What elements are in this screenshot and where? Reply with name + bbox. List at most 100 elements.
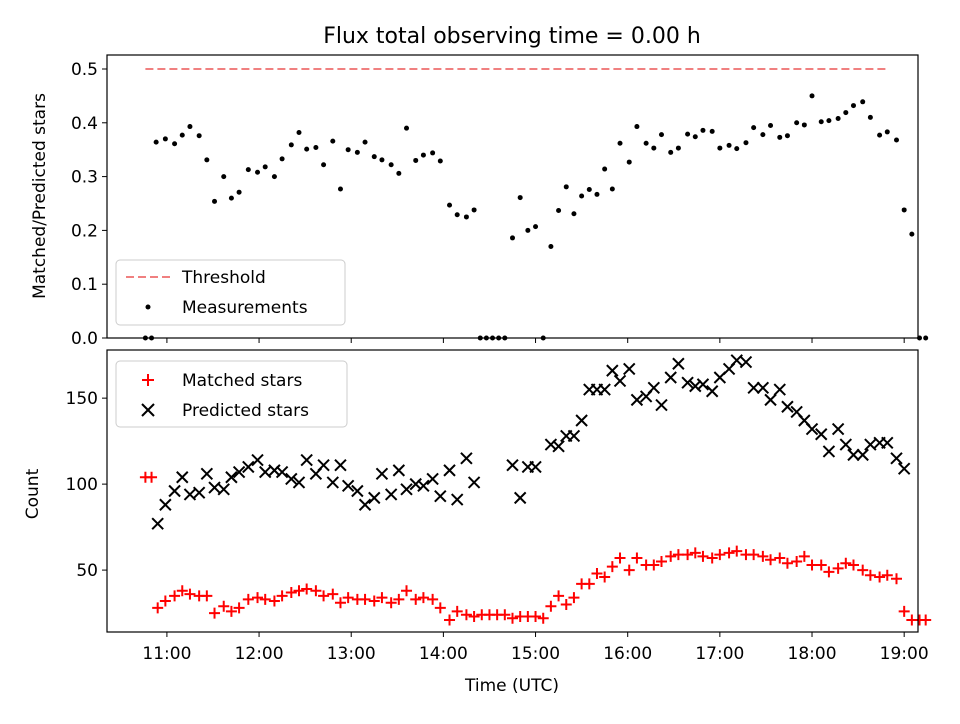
predicted-star-point: [242, 460, 255, 474]
matched-star-point: [327, 588, 339, 600]
matched-star-point: [840, 557, 852, 569]
matched-star-point: [268, 595, 280, 607]
legend-matched-label: Matched stars: [182, 371, 302, 391]
measurement-point: [692, 134, 698, 140]
matched-star-point: [233, 602, 245, 614]
predicted-star-point: [606, 364, 619, 377]
matched-star-point: [631, 552, 643, 564]
measurement-point: [454, 212, 460, 218]
measurement-point: [271, 174, 277, 180]
predicted-star-point: [856, 448, 869, 462]
predicted-star-point: [756, 381, 770, 395]
matched-star-point: [765, 554, 777, 566]
measurement-point: [556, 207, 562, 213]
matched-star-point: [672, 549, 684, 561]
measurement-point: [717, 145, 723, 151]
measurement-point: [371, 154, 377, 160]
matched-star-point: [815, 559, 827, 571]
predicted-star-point: [358, 498, 372, 511]
predicted-star-point: [839, 438, 853, 451]
x-tick-label: 16:00: [603, 644, 652, 664]
predicted-star-point: [881, 436, 894, 450]
measurement-point: [901, 207, 907, 213]
matched-star-point: [781, 557, 793, 569]
measurement-point: [525, 227, 531, 233]
matched-star-point: [242, 593, 254, 605]
measurement-point: [396, 170, 402, 176]
matched-star-point: [665, 550, 677, 562]
measurement-point: [700, 127, 706, 133]
measurement-point: [794, 120, 800, 126]
measurement-point: [843, 110, 849, 116]
predicted-star-point: [696, 378, 710, 391]
predicted-star-point: [815, 428, 828, 441]
matched-star-point: [410, 593, 422, 605]
matched-star-point: [682, 549, 694, 561]
bottom-plot-frame: [106, 349, 919, 633]
matched-star-point: [342, 592, 354, 604]
matched-star-point: [507, 612, 518, 624]
predicted-star-point: [890, 452, 903, 465]
x-axis-label: Time (UTC): [464, 676, 559, 696]
chart-title: Flux total observing time = 0.00 h: [323, 24, 701, 49]
matched-star-point: [847, 559, 859, 571]
matched-star-point: [209, 607, 221, 619]
matched-star-point: [401, 585, 413, 597]
matched-star-point: [806, 559, 818, 571]
measurement-point: [304, 146, 310, 152]
matched-star-point: [451, 605, 463, 617]
predicted-star-point: [552, 440, 565, 453]
predicted-star-point: [341, 479, 355, 493]
matched-star-point: [152, 602, 164, 614]
measurement-point: [850, 103, 856, 109]
matched-star-point: [499, 609, 511, 621]
matched-star-point: [218, 600, 230, 612]
measurement-point: [617, 140, 623, 146]
predicted-star-point: [217, 483, 230, 496]
measurement-point: [228, 195, 234, 201]
matched-star-point: [252, 592, 264, 604]
predicted-star-point: [300, 453, 313, 467]
matched-star-point: [434, 602, 446, 614]
matched-star-point: [655, 556, 667, 567]
measurement-point: [179, 132, 185, 138]
predicted-star-point: [151, 517, 164, 530]
matched-star-point: [169, 590, 181, 602]
measurement-point: [548, 244, 554, 250]
measurement-point: [413, 157, 419, 163]
measurement-point: [162, 136, 168, 142]
predicted-star-point: [630, 393, 644, 407]
matched-star-point: [276, 590, 288, 602]
matched-star-point: [599, 571, 611, 583]
matched-star-point: [798, 550, 810, 562]
matched-star-point: [774, 552, 786, 564]
measurement-point: [563, 184, 569, 190]
measurement-point: [212, 198, 218, 204]
predicted-star-point: [467, 476, 481, 489]
measurement-point: [430, 150, 436, 156]
matched-star-point: [898, 605, 910, 617]
matched-star-point: [623, 564, 635, 576]
measurement-point: [533, 224, 539, 230]
measurement-point: [685, 131, 691, 137]
measurement-point: [153, 139, 159, 145]
matched-star-point: [583, 578, 595, 590]
measurement-point: [658, 132, 664, 138]
predicted-star-point: [317, 458, 330, 472]
predicted-star-point: [450, 493, 464, 506]
x-tick-label: 11:00: [142, 644, 191, 664]
predicted-star-point: [764, 393, 777, 407]
predicted-star-point: [159, 498, 172, 511]
bottom-y-tick-label: 150: [66, 389, 98, 409]
predicted-star-point: [368, 491, 381, 505]
measurement-point: [634, 124, 640, 130]
legend-measurements-label: Measurements: [182, 298, 308, 318]
measurement-point: [321, 162, 327, 168]
matched-star-point: [614, 552, 626, 564]
matched-star-point: [376, 592, 388, 604]
matched-star-point: [301, 583, 313, 595]
predicted-star-point: [334, 458, 347, 472]
predicted-star-point: [232, 465, 246, 479]
predicted-star-point: [506, 458, 519, 472]
measurement-point: [884, 129, 890, 135]
